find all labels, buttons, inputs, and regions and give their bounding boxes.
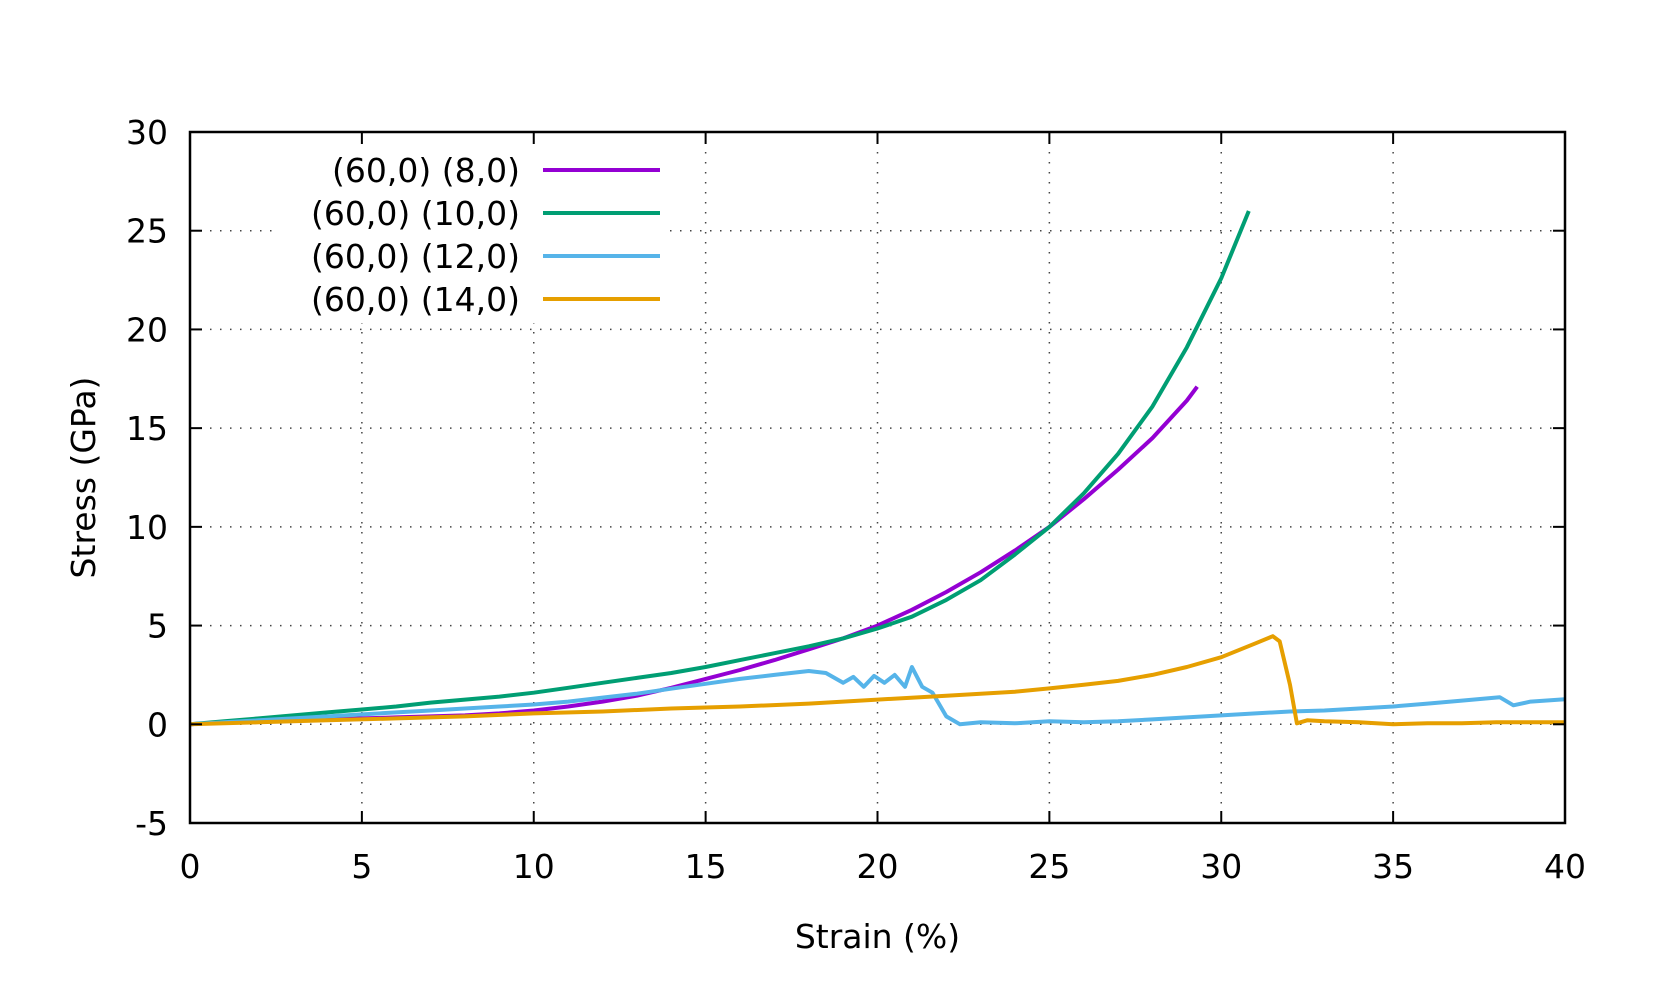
- series-line: [189, 634, 1565, 727]
- series-line: [189, 385, 1199, 727]
- x-tick-label: 40: [1544, 847, 1586, 886]
- legend-label: (60,0) (14,0): [311, 280, 520, 319]
- legend-label: (60,0) (10,0): [311, 194, 520, 233]
- y-tick-label: 5: [147, 607, 168, 646]
- x-tick-label: 25: [1028, 847, 1070, 886]
- x-tick-label: 20: [857, 847, 899, 886]
- grid-lines: [190, 132, 1565, 823]
- x-tick-label: 35: [1372, 847, 1414, 886]
- x-tick-label: 15: [685, 847, 727, 886]
- y-axis-title: Stress (GPa): [64, 377, 103, 579]
- y-tick-label: 15: [126, 409, 168, 448]
- x-tick-label: 5: [351, 847, 372, 886]
- axis-ticks: 0 5 10 15 20 25 30 35 40 -5 0 5 10 15 20 25 30: [126, 113, 1586, 886]
- x-axis-title: Strain (%): [795, 917, 960, 956]
- x-tick-label: 10: [513, 847, 555, 886]
- y-tick-label: 0: [147, 705, 168, 744]
- x-tick-label: 30: [1200, 847, 1242, 886]
- series-line: [189, 665, 1566, 727]
- x-tick-label: 0: [180, 847, 201, 886]
- y-tick-label: 10: [126, 508, 168, 547]
- legend: (60,0) (8,0) (60,0) (10,0) (60,0) (12,0) (6…: [311, 151, 660, 319]
- data-series: [189, 210, 1566, 727]
- legend-background: [280, 148, 665, 323]
- y-tick-label: -5: [135, 804, 168, 843]
- y-tick-label: 20: [126, 310, 168, 349]
- legend-label: (60,0) (8,0): [332, 151, 520, 190]
- series-line: [189, 210, 1251, 727]
- y-tick-label: 30: [126, 113, 168, 152]
- y-tick-label: 25: [126, 212, 168, 251]
- legend-label: (60,0) (12,0): [311, 237, 520, 276]
